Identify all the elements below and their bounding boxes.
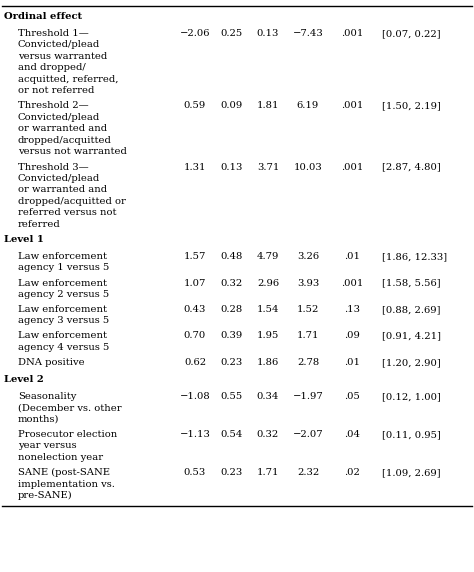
Text: 3.93: 3.93	[297, 279, 319, 288]
Text: [1.50, 2.19]: [1.50, 2.19]	[382, 101, 441, 110]
Text: [0.88, 2.69]: [0.88, 2.69]	[382, 305, 440, 314]
Text: .01: .01	[344, 358, 360, 367]
Text: .001: .001	[341, 162, 363, 172]
Text: 0.39: 0.39	[221, 332, 243, 340]
Text: 1.07: 1.07	[184, 279, 206, 288]
Text: 1.31: 1.31	[184, 162, 206, 172]
Text: .001: .001	[341, 101, 363, 110]
Text: Law enforcement
agency 4 versus 5: Law enforcement agency 4 versus 5	[18, 332, 109, 352]
Text: 0.55: 0.55	[221, 392, 243, 401]
Text: [0.91, 4.21]: [0.91, 4.21]	[382, 332, 441, 340]
Text: .05: .05	[344, 392, 360, 401]
Text: 3.71: 3.71	[257, 162, 279, 172]
Text: 1.71: 1.71	[257, 468, 279, 477]
Text: .001: .001	[341, 29, 363, 38]
Text: .09: .09	[344, 332, 360, 340]
Text: 1.52: 1.52	[297, 305, 319, 314]
Text: 0.34: 0.34	[257, 392, 279, 401]
Text: Law enforcement
agency 2 versus 5: Law enforcement agency 2 versus 5	[18, 279, 109, 299]
Text: 0.13: 0.13	[221, 162, 243, 172]
Text: [1.86, 12.33]: [1.86, 12.33]	[382, 252, 447, 261]
Text: [0.12, 1.00]: [0.12, 1.00]	[382, 392, 441, 401]
Text: 1.54: 1.54	[257, 305, 279, 314]
Text: 0.70: 0.70	[184, 332, 206, 340]
Text: 1.95: 1.95	[257, 332, 279, 340]
Text: 0.09: 0.09	[221, 101, 243, 110]
Text: Law enforcement
agency 3 versus 5: Law enforcement agency 3 versus 5	[18, 305, 109, 325]
Text: 0.43: 0.43	[184, 305, 206, 314]
Text: 0.32: 0.32	[221, 279, 243, 288]
Text: Threshold 1—
Convicted/plead
versus warranted
and dropped/
acquitted, referred,
: Threshold 1— Convicted/plead versus warr…	[18, 29, 118, 96]
Text: 1.81: 1.81	[257, 101, 279, 110]
Text: Level 1: Level 1	[4, 235, 44, 244]
Text: .04: .04	[344, 430, 360, 439]
Text: −1.97: −1.97	[292, 392, 323, 401]
Text: .001: .001	[341, 279, 363, 288]
Text: 0.23: 0.23	[221, 358, 243, 367]
Text: Prosecutor election
year versus
nonelection year: Prosecutor election year versus nonelect…	[18, 430, 117, 462]
Text: [0.11, 0.95]: [0.11, 0.95]	[382, 430, 441, 439]
Text: 1.71: 1.71	[297, 332, 319, 340]
Text: [2.87, 4.80]: [2.87, 4.80]	[382, 162, 441, 172]
Text: −2.07: −2.07	[292, 430, 323, 439]
Text: −1.13: −1.13	[180, 430, 210, 439]
Text: 10.03: 10.03	[293, 162, 322, 172]
Text: Ordinal effect: Ordinal effect	[4, 12, 82, 21]
Text: [0.07, 0.22]: [0.07, 0.22]	[382, 29, 441, 38]
Text: 0.28: 0.28	[221, 305, 243, 314]
Text: DNA positive: DNA positive	[18, 358, 85, 367]
Text: [1.20, 2.90]: [1.20, 2.90]	[382, 358, 441, 367]
Text: 0.53: 0.53	[184, 468, 206, 477]
Text: 6.19: 6.19	[297, 101, 319, 110]
Text: 0.25: 0.25	[221, 29, 243, 38]
Text: .13: .13	[344, 305, 360, 314]
Text: 2.96: 2.96	[257, 279, 279, 288]
Text: Threshold 2—
Convicted/plead
or warranted and
dropped/acquitted
versus not warra: Threshold 2— Convicted/plead or warrante…	[18, 101, 127, 156]
Text: 0.13: 0.13	[257, 29, 279, 38]
Text: 4.79: 4.79	[257, 252, 279, 261]
Text: 2.32: 2.32	[297, 468, 319, 477]
Text: Seasonality
(December vs. other
months): Seasonality (December vs. other months)	[18, 392, 122, 424]
Text: 2.78: 2.78	[297, 358, 319, 367]
Text: Level 2: Level 2	[4, 375, 44, 384]
Text: −7.43: −7.43	[292, 29, 323, 38]
Text: SANE (post-SANE
implementation vs.
pre-SANE): SANE (post-SANE implementation vs. pre-S…	[18, 468, 115, 500]
Text: 0.48: 0.48	[221, 252, 243, 261]
Text: 0.59: 0.59	[184, 101, 206, 110]
Text: [1.58, 5.56]: [1.58, 5.56]	[382, 279, 441, 288]
Text: 0.32: 0.32	[257, 430, 279, 439]
Text: Law enforcement
agency 1 versus 5: Law enforcement agency 1 versus 5	[18, 252, 109, 272]
Text: −2.06: −2.06	[180, 29, 210, 38]
Text: −1.08: −1.08	[180, 392, 210, 401]
Text: 0.54: 0.54	[221, 430, 243, 439]
Text: 1.86: 1.86	[257, 358, 279, 367]
Text: 1.57: 1.57	[184, 252, 206, 261]
Text: 0.23: 0.23	[221, 468, 243, 477]
Text: [1.09, 2.69]: [1.09, 2.69]	[382, 468, 441, 477]
Text: Threshold 3—
Convicted/plead
or warranted and
dropped/acquitted or
referred vers: Threshold 3— Convicted/plead or warrante…	[18, 162, 126, 229]
Text: 3.26: 3.26	[297, 252, 319, 261]
Text: 0.62: 0.62	[184, 358, 206, 367]
Text: .01: .01	[344, 252, 360, 261]
Text: .02: .02	[344, 468, 360, 477]
